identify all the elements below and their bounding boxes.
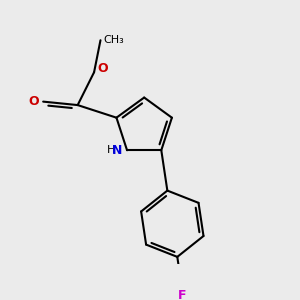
- Text: N: N: [112, 144, 123, 157]
- Text: H: H: [107, 145, 116, 155]
- Text: O: O: [28, 95, 39, 108]
- Text: O: O: [97, 62, 108, 75]
- Text: F: F: [178, 289, 186, 300]
- Text: CH₃: CH₃: [103, 35, 124, 45]
